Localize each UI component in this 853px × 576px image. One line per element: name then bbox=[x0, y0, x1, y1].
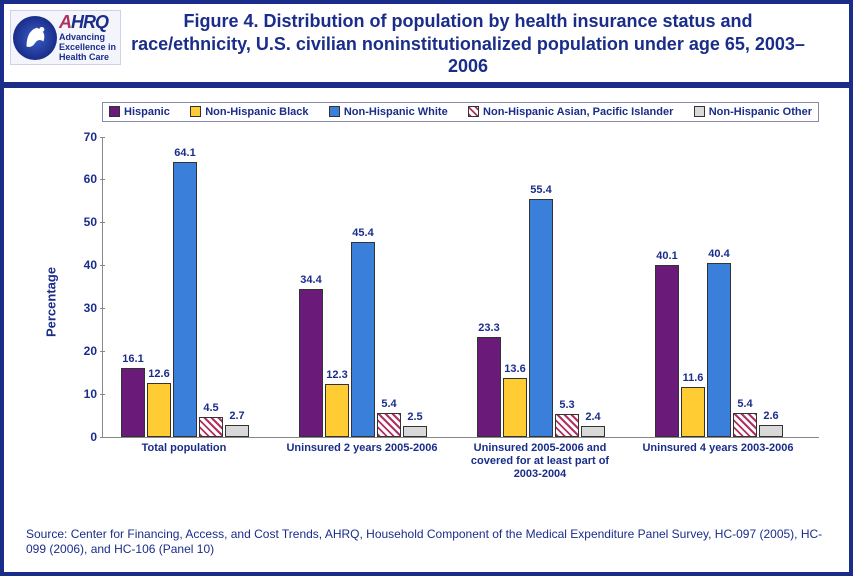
y-tick: 60 bbox=[69, 172, 97, 186]
y-tick: 30 bbox=[69, 301, 97, 315]
bar: 2.4 bbox=[581, 426, 605, 436]
bar: 40.1 bbox=[655, 265, 679, 437]
x-category-label: Uninsured 4 years 2003-2006 bbox=[634, 442, 802, 455]
bar: 2.6 bbox=[759, 425, 783, 436]
figure-title: Figure 4. Distribution of population by … bbox=[129, 10, 837, 78]
chart: Hispanic Non-Hispanic Black Non-Hispanic W… bbox=[24, 102, 819, 502]
hhs-seal-icon bbox=[13, 16, 57, 60]
bar: 2.5 bbox=[403, 426, 427, 437]
legend: Hispanic Non-Hispanic Black Non-Hispanic W… bbox=[102, 102, 819, 122]
bar: 64.1 bbox=[173, 162, 197, 437]
bar: 5.3 bbox=[555, 414, 579, 437]
bar: 34.4 bbox=[299, 289, 323, 436]
bar-value: 12.3 bbox=[326, 369, 347, 381]
bar-value: 2.7 bbox=[229, 410, 244, 422]
y-tick: 20 bbox=[69, 344, 97, 358]
bar-value: 45.4 bbox=[352, 227, 373, 239]
bar-value: 34.4 bbox=[300, 274, 321, 286]
brand-a: A bbox=[59, 12, 71, 32]
bar: 11.6 bbox=[681, 387, 705, 437]
bar-value: 5.4 bbox=[737, 398, 752, 410]
bar: 5.4 bbox=[377, 413, 401, 436]
legend-item: Non-Hispanic Black bbox=[190, 106, 308, 118]
legend-swatch bbox=[109, 106, 120, 117]
tagline-3: Health Care bbox=[59, 53, 116, 63]
legend-label: Non-Hispanic Black bbox=[205, 106, 308, 118]
bar: 12.6 bbox=[147, 383, 171, 437]
legend-item: Non-Hispanic Asian, Pacific Islander bbox=[468, 106, 673, 118]
ahrq-logo: AHRQ Advancing Excellence in Health Care bbox=[10, 10, 121, 65]
bar-value: 16.1 bbox=[122, 353, 143, 365]
bar-value: 5.3 bbox=[559, 399, 574, 411]
header: AHRQ Advancing Excellence in Health Care… bbox=[4, 4, 849, 78]
bar-value: 64.1 bbox=[174, 147, 195, 159]
bar: 23.3 bbox=[477, 337, 501, 437]
legend-label: Hispanic bbox=[124, 106, 170, 118]
ahrq-text: AHRQ Advancing Excellence in Health Care bbox=[59, 13, 116, 62]
x-category-label: Uninsured 2005-2006 and covered for at l… bbox=[456, 442, 624, 482]
y-axis-label: Percentage bbox=[44, 266, 59, 336]
legend-swatch bbox=[329, 106, 340, 117]
bar-value: 2.6 bbox=[763, 410, 778, 422]
x-category-label: Uninsured 2 years 2005-2006 bbox=[278, 442, 446, 455]
bar-value: 40.4 bbox=[708, 248, 729, 260]
brand-rest: HRQ bbox=[71, 12, 108, 32]
bar: 13.6 bbox=[503, 378, 527, 436]
x-category-label: Total population bbox=[100, 442, 268, 455]
legend-label: Non-Hispanic Other bbox=[709, 106, 812, 118]
bar-value: 12.6 bbox=[148, 368, 169, 380]
legend-swatch bbox=[190, 106, 201, 117]
legend-item: Hispanic bbox=[109, 106, 170, 118]
bar-value: 5.4 bbox=[381, 398, 396, 410]
header-rule bbox=[4, 82, 849, 88]
legend-swatch bbox=[694, 106, 705, 117]
bar-group: 34.412.345.45.42.5 bbox=[299, 242, 427, 437]
bar-value: 23.3 bbox=[478, 322, 499, 334]
bar: 40.4 bbox=[707, 263, 731, 436]
bar-value: 13.6 bbox=[504, 363, 525, 375]
bar: 5.4 bbox=[733, 413, 757, 436]
bar-group: 40.111.640.45.42.6 bbox=[655, 263, 783, 436]
legend-item: Non-Hispanic White bbox=[329, 106, 448, 118]
legend-label: Non-Hispanic White bbox=[344, 106, 448, 118]
bar: 2.7 bbox=[225, 425, 249, 437]
bar: 4.5 bbox=[199, 417, 223, 436]
bar-group: 23.313.655.45.32.4 bbox=[477, 199, 605, 436]
source-note: Source: Center for Financing, Access, an… bbox=[26, 527, 827, 558]
bar: 45.4 bbox=[351, 242, 375, 437]
bar-value: 40.1 bbox=[656, 250, 677, 262]
bar-value: 55.4 bbox=[530, 184, 551, 196]
bar-value: 2.4 bbox=[585, 411, 600, 423]
y-tick: 10 bbox=[69, 387, 97, 401]
bar: 55.4 bbox=[529, 199, 553, 436]
bar: 16.1 bbox=[121, 368, 145, 437]
legend-swatch bbox=[468, 106, 479, 117]
bar-value: 2.5 bbox=[407, 411, 422, 423]
plot-area: 01020304050607016.112.664.14.52.734.412.… bbox=[102, 138, 819, 438]
bar-group: 16.112.664.14.52.7 bbox=[121, 162, 249, 437]
y-tick: 50 bbox=[69, 215, 97, 229]
y-tick: 70 bbox=[69, 130, 97, 144]
bar: 12.3 bbox=[325, 384, 349, 437]
bar-value: 4.5 bbox=[203, 402, 218, 414]
figure-frame: AHRQ Advancing Excellence in Health Care… bbox=[0, 0, 853, 576]
legend-label: Non-Hispanic Asian, Pacific Islander bbox=[483, 106, 673, 118]
bar-value: 11.6 bbox=[683, 372, 704, 384]
y-tick: 0 bbox=[69, 430, 97, 444]
y-tick: 40 bbox=[69, 258, 97, 272]
legend-item: Non-Hispanic Other bbox=[694, 106, 812, 118]
